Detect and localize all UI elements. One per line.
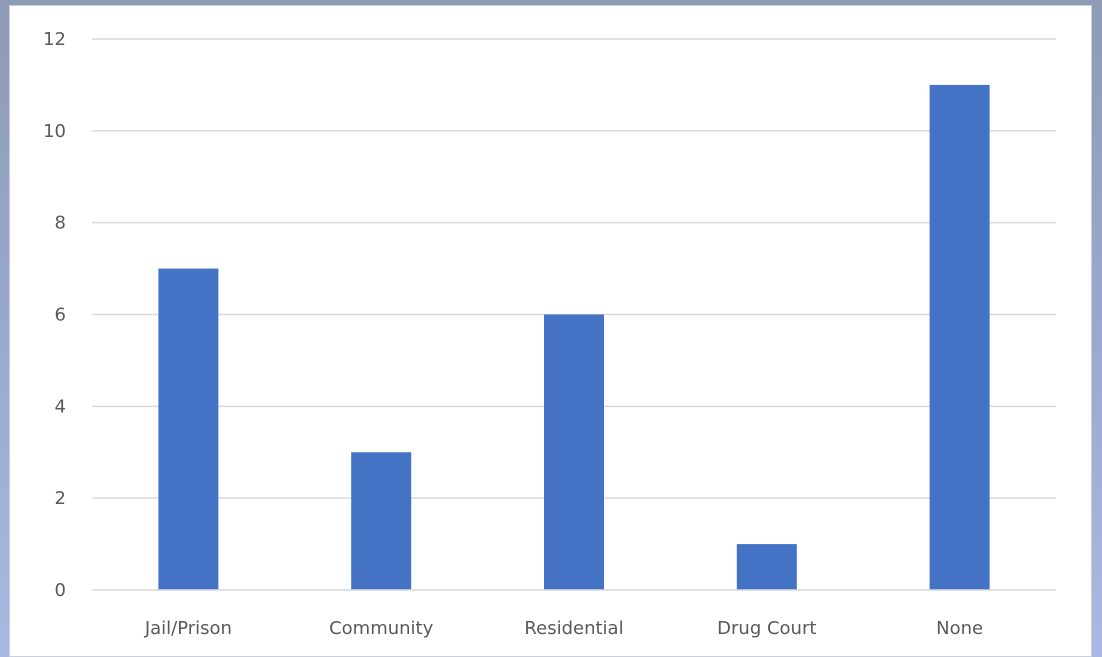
y-tick-label: 2 xyxy=(55,488,66,509)
bar-drug-court xyxy=(736,544,797,590)
y-tick-label: 12 xyxy=(43,29,66,50)
gridlines xyxy=(92,38,1056,499)
y-tick-label: 6 xyxy=(55,305,66,326)
y-tick-label: 10 xyxy=(43,121,66,142)
y-tick-label: 8 xyxy=(55,213,66,234)
x-category-label: None xyxy=(936,618,983,639)
y-tick-label: 0 xyxy=(55,580,66,601)
bar-jail-prison xyxy=(158,268,219,590)
bar-none xyxy=(929,84,990,591)
x-category-label: Jail/Prison xyxy=(144,618,232,639)
bar-community xyxy=(351,452,412,590)
bar-residential xyxy=(544,314,604,590)
y-tick-label: 4 xyxy=(55,396,66,417)
x-category-label: Community xyxy=(329,618,434,639)
bars xyxy=(158,84,990,591)
y-axis-ticks: 0 2 4 6 8 10 12 xyxy=(43,29,66,601)
x-axis-labels: Jail/Prison Community Residential Drug Cour… xyxy=(144,618,983,639)
x-category-label: Residential xyxy=(524,618,623,639)
x-category-label: Drug Court xyxy=(717,618,816,639)
